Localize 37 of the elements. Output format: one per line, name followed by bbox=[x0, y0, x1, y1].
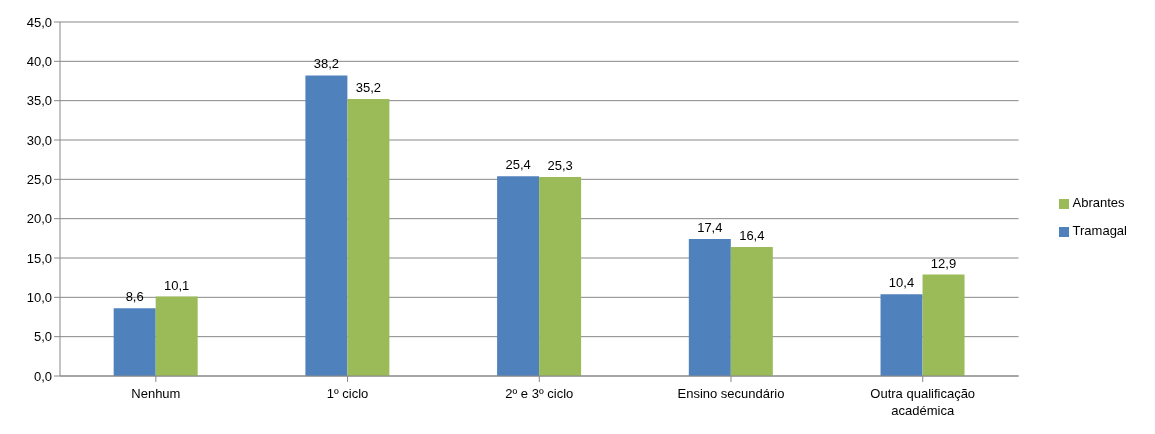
y-tick-label: 0,0 bbox=[33, 368, 52, 384]
y-tick-label: 35,0 bbox=[26, 93, 52, 109]
x-tick-label: 2º e 3º ciclo bbox=[505, 386, 574, 401]
data-label: 10,4 bbox=[888, 275, 915, 291]
bar bbox=[539, 176, 582, 376]
bar bbox=[305, 75, 348, 376]
y-tick-label: 5,0 bbox=[33, 329, 52, 345]
legend-label: Abrantes bbox=[1072, 195, 1125, 210]
y-tick-label: 15,0 bbox=[26, 250, 52, 266]
data-label: 35,2 bbox=[355, 80, 382, 96]
data-label: 16,4 bbox=[739, 227, 765, 243]
data-label: 17,4 bbox=[697, 220, 723, 236]
x-tick-label: Outra qualificação académica bbox=[870, 386, 976, 418]
legend-label: Tramagal bbox=[1072, 223, 1127, 238]
y-tick-label: 20,0 bbox=[26, 211, 52, 227]
data-label: 8,6 bbox=[125, 289, 144, 305]
x-tick-label: Ensino secundário bbox=[677, 386, 785, 401]
y-tick-label: 10,0 bbox=[26, 289, 52, 305]
y-tick-label: 45,0 bbox=[26, 14, 52, 30]
data-label: 12,9 bbox=[930, 255, 957, 271]
bar bbox=[113, 308, 156, 376]
data-label: 25,4 bbox=[505, 157, 531, 173]
y-tick-label: 25,0 bbox=[26, 171, 52, 187]
bar bbox=[688, 239, 731, 376]
data-label: 10,1 bbox=[164, 277, 190, 293]
bar bbox=[347, 99, 390, 376]
data-label: 38,2 bbox=[313, 56, 340, 72]
bar bbox=[880, 294, 923, 376]
bar bbox=[730, 246, 773, 376]
bar bbox=[922, 274, 965, 376]
data-label: 25,3 bbox=[547, 157, 573, 173]
bar bbox=[497, 176, 540, 376]
y-tick-label: 40,0 bbox=[26, 53, 52, 69]
y-tick-label: 30,0 bbox=[26, 132, 52, 148]
x-tick-label: 1º ciclo bbox=[326, 386, 369, 401]
x-tick-label: Nenhum bbox=[131, 386, 181, 401]
bar bbox=[155, 296, 198, 376]
